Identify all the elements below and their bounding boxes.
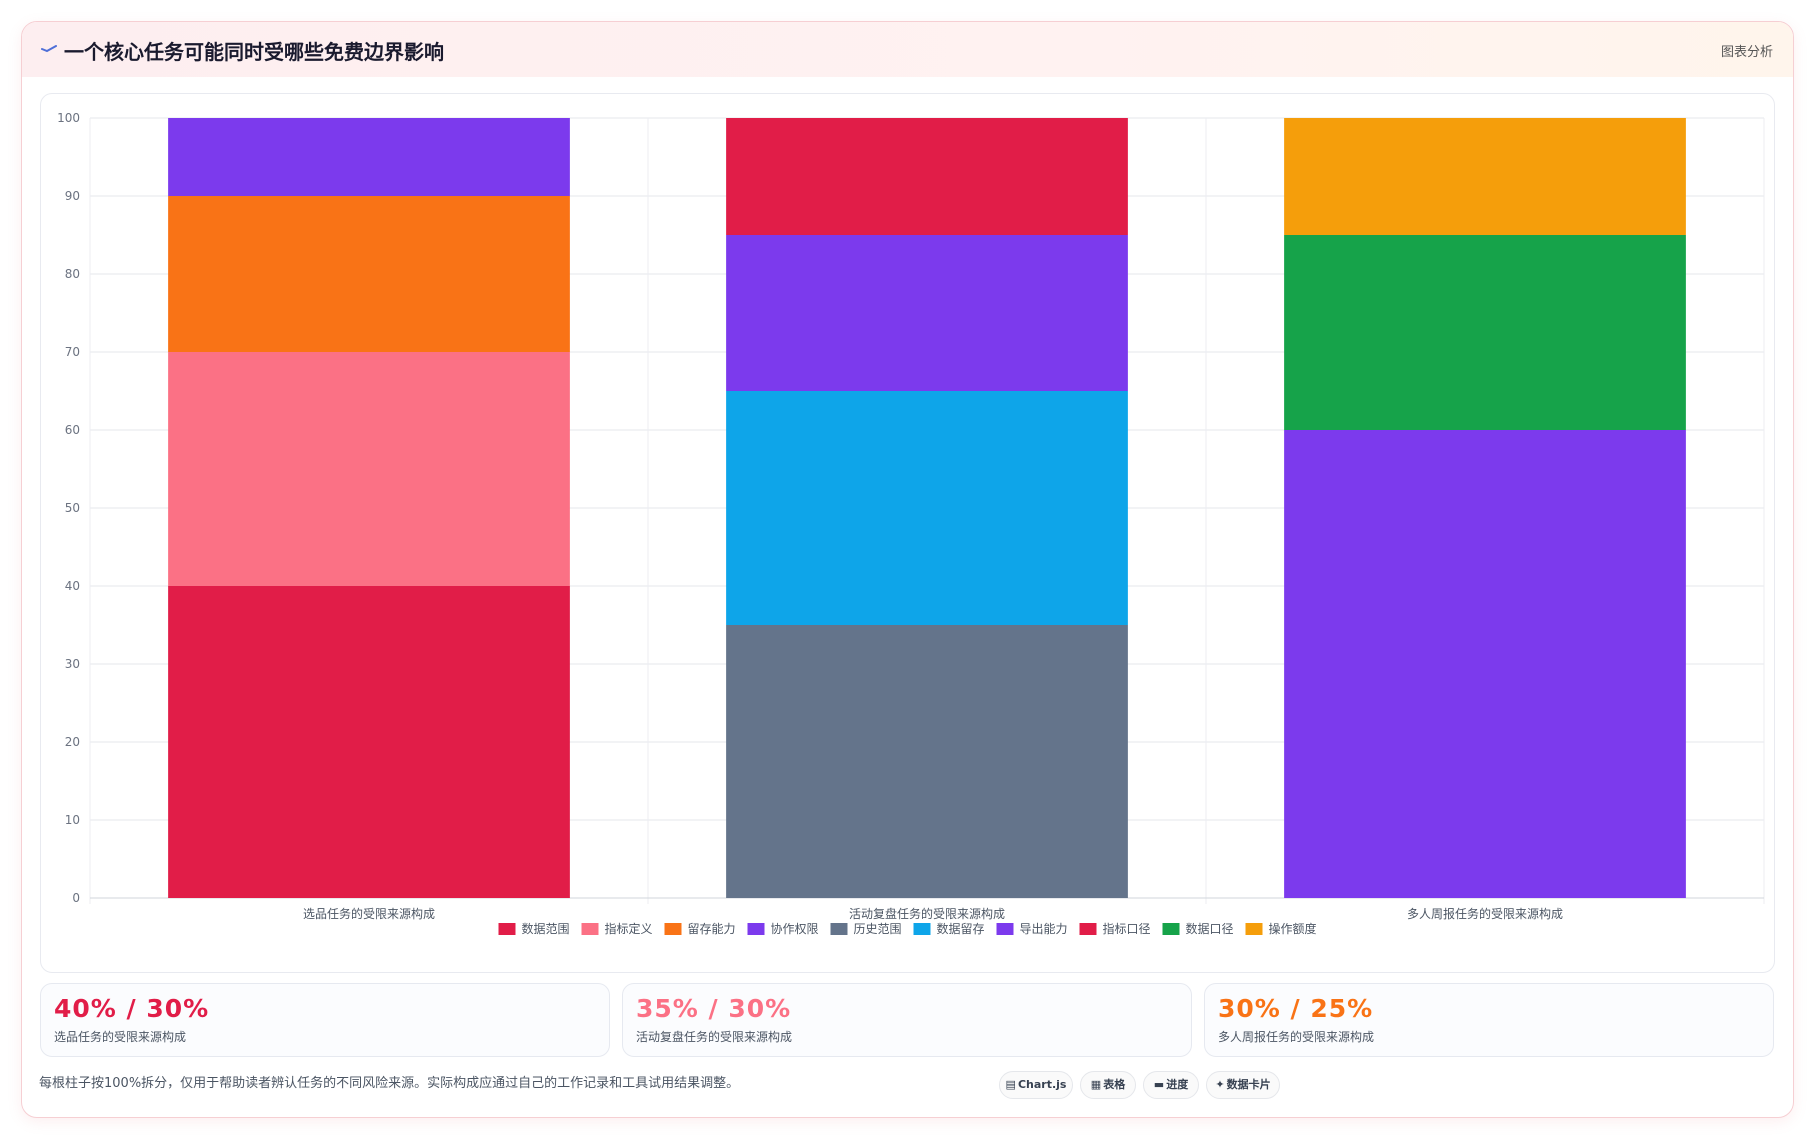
legend-swatch: [498, 923, 516, 935]
progress-button[interactable]: ▬ 进度: [1143, 1071, 1199, 1099]
legend-label: 操作额度: [1269, 921, 1317, 936]
y-tick-label: 80: [65, 267, 80, 281]
y-tick-label: 60: [65, 423, 80, 437]
legend-swatch: [830, 923, 848, 935]
chart-card: 一个核心任务可能同时受哪些免费边界影响 图表分析 0 10 20 30 40 50 60 70…: [21, 21, 1794, 1118]
y-tick-label: 50: [65, 501, 80, 515]
chart-panel: 0 10 20 30 40 50 60 70 80 90 100 选品任务的受限来源构成 活动复盘任务的…: [40, 93, 1775, 973]
legend-label: 协作权限: [770, 921, 818, 936]
y-tick-label: 30: [65, 657, 80, 671]
legend-swatch: [913, 923, 931, 935]
y-tick-label: 10: [65, 813, 80, 827]
stat-label: 多人周报任务的受限来源构成: [1218, 1030, 1375, 1044]
stat-label: 活动复盘任务的受限来源构成: [636, 1030, 793, 1044]
bar-segment: [726, 391, 1128, 625]
chart-title: 一个核心任务可能同时受哪些免费边界影响: [64, 40, 444, 64]
y-tick-label: 40: [65, 579, 80, 593]
chart-footnote: 每根柱子按100%拆分，仅用于帮助读者辨认任务的不同风险来源。实际构成应通过自己…: [39, 1076, 740, 1091]
legend-swatch: [1079, 923, 1097, 935]
tool-label: 表格: [1103, 1078, 1126, 1091]
bar-segment: [726, 235, 1128, 391]
y-tick-label: 0: [72, 891, 80, 905]
bar-segment: [1284, 430, 1686, 898]
table-button[interactable]: ▦ 表格: [1080, 1071, 1136, 1099]
legend-swatch: [664, 923, 682, 935]
legend-label: 历史范围: [853, 922, 901, 936]
stat-value: 40% / 30%: [54, 994, 210, 1023]
legend-swatch: [581, 923, 599, 935]
bar-segment: [168, 352, 570, 586]
stat-card-2: 35% / 30% 活动复盘任务的受限来源构成: [622, 983, 1192, 1057]
legend-swatch: [1245, 923, 1263, 935]
legend-label: 数据留存: [937, 921, 985, 936]
table-icon: ▦: [1090, 1078, 1102, 1091]
legend-label: 数据口径: [1186, 921, 1234, 936]
legend-label: 导出能力: [1020, 922, 1068, 936]
tool-label: 进度: [1166, 1078, 1189, 1091]
legend-label: 留存能力: [687, 922, 735, 936]
chart-analysis-tag[interactable]: 图表分析: [1720, 45, 1773, 60]
bar-segment: [168, 586, 570, 898]
bar-segment: [168, 118, 570, 196]
legend-swatch: [996, 923, 1014, 935]
y-tick-label: 90: [65, 189, 80, 203]
bar-segment: [1284, 118, 1686, 235]
y-tick-label: 20: [65, 735, 80, 749]
data-card-button[interactable]: ✦ 数据卡片: [1206, 1071, 1280, 1099]
stat-value: 30% / 25%: [1218, 994, 1374, 1023]
tool-label: Chart.js: [1017, 1078, 1067, 1091]
stat-card-3: 30% / 25% 多人周报任务的受限来源构成: [1204, 983, 1774, 1057]
x-tick-label: 活动复盘任务的受限来源构成: [849, 906, 1005, 921]
progress-icon: ▬: [1153, 1078, 1165, 1091]
legend-label: 指标定义: [604, 921, 652, 936]
stacked-bar-chart: 0 10 20 30 40 50 60 70 80 90 100 选品任务的受限来源构成 活动复盘任务的…: [57, 111, 1765, 936]
legend-label: 数据范围: [521, 921, 569, 936]
legend-swatch: [1162, 923, 1180, 935]
x-tick-label: 选品任务的受限来源构成: [303, 906, 435, 921]
y-tick-label: 70: [65, 345, 80, 359]
stat-label: 选品任务的受限来源构成: [54, 1030, 187, 1044]
legend-label: 指标口径: [1103, 921, 1151, 936]
stat-card-1: 40% / 30% 选品任务的受限来源构成: [40, 983, 610, 1057]
sparkle-icon: ✦: [1215, 1078, 1225, 1091]
y-tick-label: 100: [57, 111, 80, 125]
chartjs-button[interactable]: ▤ Chart.js: [999, 1071, 1073, 1099]
tool-label: 数据卡片: [1226, 1078, 1271, 1091]
stats-row: 40% / 30% 选品任务的受限来源构成 35% / 30% 活动复盘任务的受…: [40, 983, 1775, 1057]
chart-icon: ▤: [1005, 1078, 1016, 1091]
bar-segment: [1284, 235, 1686, 430]
bar-segment: [726, 118, 1128, 235]
stat-value: 35% / 30%: [636, 994, 792, 1023]
bar-segment: [726, 625, 1128, 898]
bar-segment: [168, 196, 570, 352]
legend-swatch: [747, 923, 765, 935]
card-header: 一个核心任务可能同时受哪些免费边界影响 图表分析: [22, 22, 1793, 77]
trend-line-icon: [41, 45, 57, 53]
x-tick-label: 多人周报任务的受限来源构成: [1407, 906, 1563, 921]
